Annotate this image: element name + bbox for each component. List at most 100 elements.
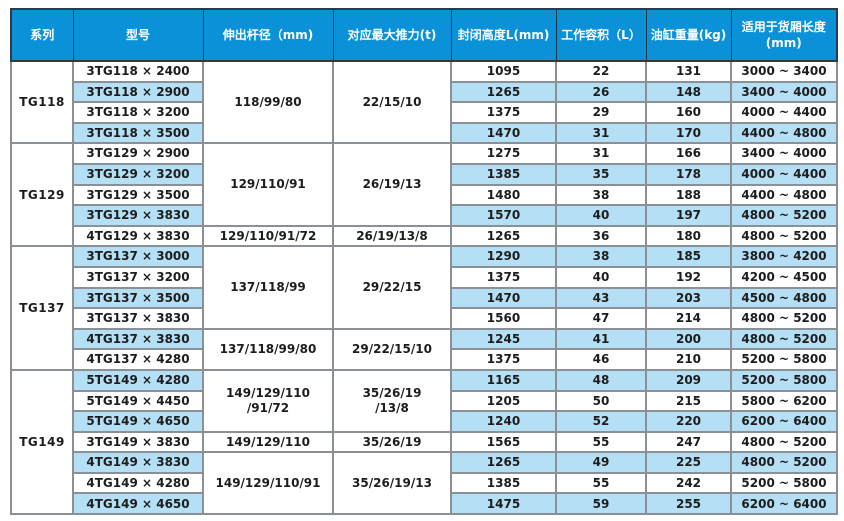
col-model: 型号 [72, 8, 204, 62]
working-volume-cell: 41 [555, 327, 647, 351]
rod-diameter-cell: 149/129/110 /91/72 [202, 368, 334, 433]
closed-height-cell: 1470 [450, 286, 557, 310]
table-row: 3TG118 × 3500 1470 31 170 4400 ~ 4800 [11, 121, 838, 145]
thrust-cell: 35/26/19/13 [332, 451, 452, 516]
closed-height-cell: 1205 [450, 389, 557, 413]
working-volume-cell: 55 [555, 471, 647, 495]
col-max-thrust: 对应最大推力(t) [332, 8, 452, 62]
box-length-cell: 3400 ~ 4000 [730, 142, 838, 165]
working-volume-cell: 31 [555, 142, 647, 165]
thrust-cell: 22/15/10 [332, 59, 452, 145]
col-working-volume: 工作容积（L） [555, 8, 647, 62]
header-row: 系列 型号 伸出杆径（mm) 对应最大推力(t) 封闭高度L(mm) 工作容积（L） 油缸重… [10, 8, 838, 62]
box-length-cell: 4000 ~ 4400 [730, 162, 838, 186]
rod-diameter-cell: 149/129/110/91 [202, 451, 334, 516]
closed-height-cell: 1240 [450, 410, 557, 433]
rod-diameter-cell: 129/110/91/72 [202, 224, 334, 248]
rod-diameter-cell: 149/129/110 [202, 430, 334, 454]
working-volume-cell: 48 [555, 368, 647, 392]
table-row: 3TG129 × 3500 1480 38 188 4400 ~ 4800 [11, 183, 838, 207]
table-row: TG137 3TG137 × 3000 137/118/99 29/22/15 1290… [10, 245, 838, 371]
cylinder-weight-cell: 220 [645, 410, 732, 433]
thrust-cell: 29/22/15 [332, 245, 452, 330]
cylinder-weight-cell: 215 [645, 389, 732, 413]
rod-diameter-cell: 137/118/99 [202, 245, 334, 330]
box-length-cell: 4800 ~ 5200 [730, 224, 838, 248]
model-cell: 3TG137 × 3200 [72, 265, 204, 289]
cylinder-weight-cell: 209 [645, 368, 732, 392]
model-cell: 4TG129 × 3830 [72, 224, 204, 248]
box-length-cell: 4000 ~ 4400 [730, 101, 838, 124]
cylinder-weight-cell: 214 [645, 307, 732, 330]
box-length-cell: 3800 ~ 4200 [730, 245, 838, 268]
working-volume-cell: 35 [555, 162, 647, 186]
working-volume-cell: 36 [555, 224, 647, 248]
working-volume-cell: 52 [555, 410, 647, 433]
cylinder-weight-cell: 166 [645, 142, 732, 165]
closed-height-cell: 1265 [450, 224, 557, 248]
working-volume-cell: 40 [555, 265, 647, 289]
table-row: TG129 3TG129 × 2900 129/110/91 26/19/13 1275… [10, 142, 838, 248]
cylinder-weight-cell: 200 [645, 327, 732, 351]
thrust-cell: 35/26/19 [332, 430, 452, 454]
table-body: TG118 3TG118 × 2400 118/99/80 22/15/10 1095 2… [10, 59, 838, 516]
table-row: 4TG149 × 3830 149/129/110/91 35/26/19/13 12… [11, 451, 838, 516]
model-cell: 3TG118 × 2900 [72, 80, 204, 104]
box-length-cell: 5200 ~ 5800 [730, 368, 838, 392]
box-length-cell: 5200 ~ 5800 [730, 471, 838, 495]
closed-height-cell: 1375 [450, 265, 557, 289]
table-row: 4TG129 × 3830 129/110/91/72 26/19/13/8 1265… [11, 224, 838, 248]
cylinder-weight-cell: 185 [645, 245, 732, 268]
table-row: 5TG149 × 4450 1205 50 215 5800 ~ 6200 [11, 389, 838, 413]
table-row: 4TG149 × 4650 1475 59 255 6200 ~ 6400 [11, 492, 838, 516]
table-row: 3TG137 × 3200 1375 40 192 4200 ~ 4500 [11, 265, 838, 289]
table-row: 3TG118 × 2900 1265 26 148 3400 ~ 4000 [11, 80, 838, 104]
box-length-cell: 5800 ~ 6200 [730, 389, 838, 413]
working-volume-cell: 31 [555, 121, 647, 145]
cylinder-weight-cell: 131 [645, 60, 732, 83]
cylinder-weight-cell: 210 [645, 348, 732, 371]
closed-height-cell: 1095 [450, 60, 557, 83]
col-closed-height: 封闭高度L(mm) [450, 8, 557, 62]
series-cell: TG118 [10, 59, 74, 145]
model-cell: 3TG118 × 3200 [72, 101, 204, 124]
box-length-cell: 3000 ~ 3400 [730, 60, 838, 83]
model-cell: 3TG137 × 3500 [72, 286, 204, 310]
closed-height-cell: 1385 [450, 471, 557, 495]
working-volume-cell: 38 [555, 183, 647, 207]
rod-diameter-cell: 137/118/99/80 [202, 327, 334, 371]
closed-height-cell: 1560 [450, 307, 557, 330]
closed-height-cell: 1245 [450, 327, 557, 351]
box-length-cell: 4400 ~ 4800 [730, 183, 838, 207]
model-cell: 3TG129 × 2900 [72, 142, 204, 165]
col-cylinder-weight: 油缸重量(kg) [645, 8, 732, 62]
working-volume-cell: 43 [555, 286, 647, 310]
model-cell: 3TG118 × 2400 [72, 60, 204, 83]
model-cell: 3TG129 × 3830 [72, 204, 204, 227]
box-length-cell: 5200 ~ 5800 [730, 348, 838, 371]
rod-diameter-cell: 129/110/91 [202, 142, 334, 227]
table-row: TG118 3TG118 × 2400 118/99/80 22/15/10 1095 2… [10, 59, 838, 145]
working-volume-cell: 26 [555, 80, 647, 104]
model-cell: 3TG118 × 3500 [72, 121, 204, 145]
model-cell: 4TG149 × 3830 [72, 451, 204, 474]
cylinder-spec-table: 系列 型号 伸出杆径（mm) 对应最大推力(t) 封闭高度L(mm) 工作容积（L） 油缸重… [10, 8, 838, 516]
model-cell: 3TG137 × 3830 [72, 307, 204, 330]
cylinder-weight-cell: 203 [645, 286, 732, 310]
cylinder-weight-cell: 148 [645, 80, 732, 104]
closed-height-cell: 1165 [450, 368, 557, 392]
table-row: 3TG129 × 3830 1570 40 197 4800 ~ 5200 [11, 204, 838, 227]
working-volume-cell: 50 [555, 389, 647, 413]
working-volume-cell: 49 [555, 451, 647, 474]
model-cell: 5TG149 × 4280 [72, 368, 204, 392]
thrust-cell: 26/19/13/8 [332, 224, 452, 248]
working-volume-cell: 47 [555, 307, 647, 330]
closed-height-cell: 1385 [450, 162, 557, 186]
closed-height-cell: 1265 [450, 451, 557, 474]
rod-diameter-cell: 118/99/80 [202, 59, 334, 145]
closed-height-cell: 1265 [450, 80, 557, 104]
table-row: 5TG149 × 4650 1240 52 220 6200 ~ 6400 [11, 410, 838, 433]
closed-height-cell: 1275 [450, 142, 557, 165]
closed-height-cell: 1480 [450, 183, 557, 207]
